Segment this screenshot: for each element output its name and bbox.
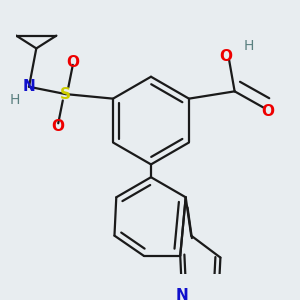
Text: O: O: [261, 104, 274, 119]
Text: H: H: [244, 39, 254, 53]
Text: O: O: [52, 118, 65, 134]
Text: N: N: [176, 288, 188, 300]
Text: O: O: [219, 49, 232, 64]
Text: H: H: [9, 93, 20, 106]
Text: N: N: [22, 79, 35, 94]
Text: S: S: [60, 87, 71, 102]
Text: O: O: [66, 55, 79, 70]
